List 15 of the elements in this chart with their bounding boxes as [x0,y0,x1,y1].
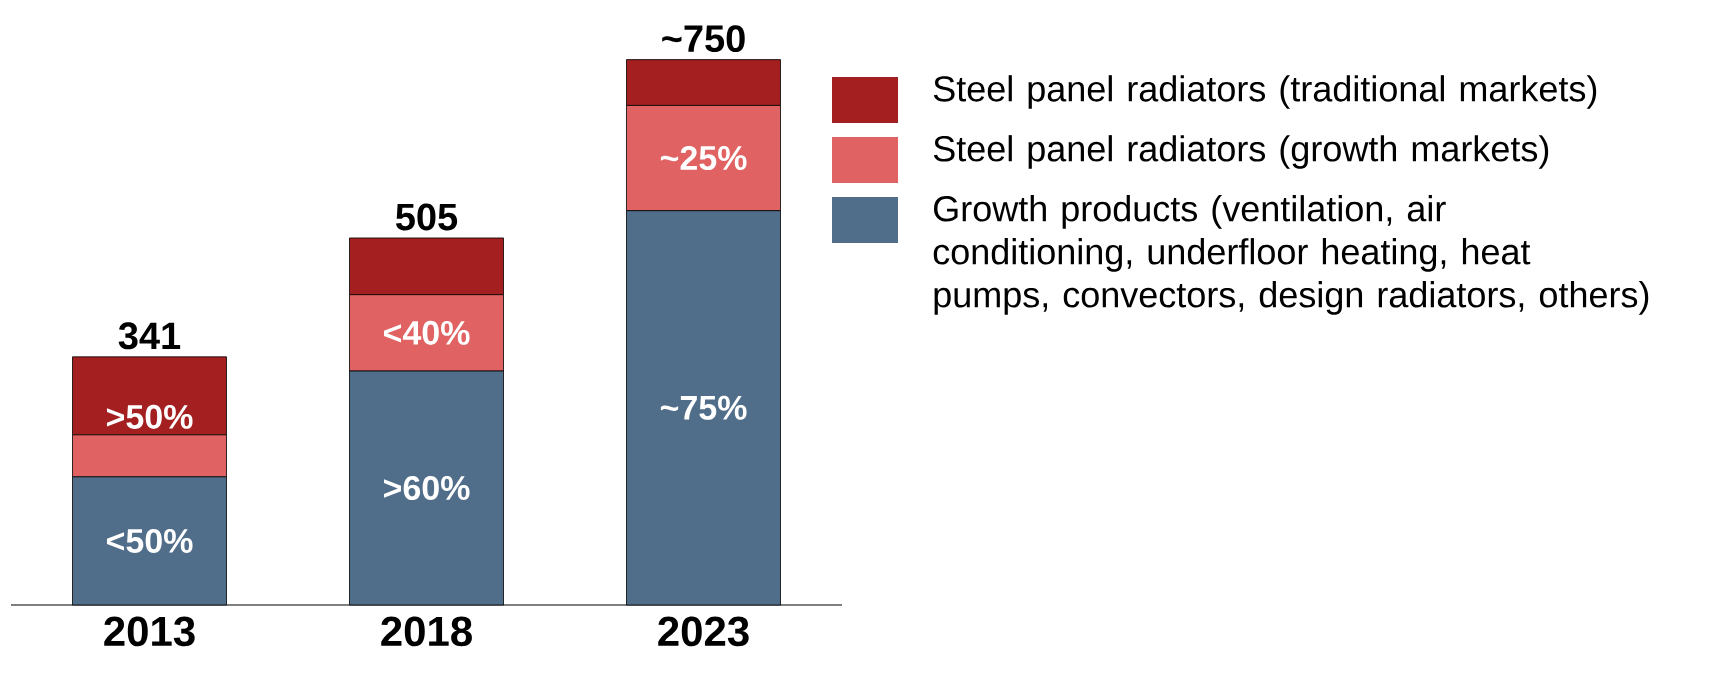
legend-label: Steel panel radiators (growth markets) [933,135,1549,169]
annotation: 505 [395,203,458,231]
legend-label: Growth products (ventilation, air conditioning, underfloor heating, heat pumps, convectors, design radiators, others) [933,195,1649,315]
annotation: 341 [118,322,181,350]
legend-label: Steel panel radiators (traditional markets) [933,75,1597,109]
x-tick-label: 2013 [104,616,195,647]
annotation: <50% [106,528,193,553]
annotation: >50% [106,404,193,429]
x-tick-label: 2023 [658,616,749,647]
annotation: >60% [383,475,470,501]
annotation: ~25% [660,146,747,171]
annotation: <40% [383,320,470,345]
x-tick-label: 2018 [381,616,472,647]
annotation: ~75% [660,395,747,420]
annotation: ~750 [662,25,745,53]
